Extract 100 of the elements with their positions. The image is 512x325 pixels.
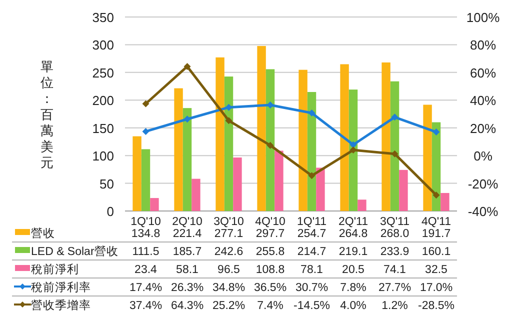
data-label: 108.8 bbox=[256, 264, 285, 276]
bar bbox=[216, 57, 224, 211]
point bbox=[350, 141, 357, 148]
point bbox=[142, 100, 150, 108]
data-label: 17.0% bbox=[420, 282, 453, 294]
x-tick-label: 4Q'11 bbox=[422, 216, 451, 228]
data-label: 277.1 bbox=[214, 228, 244, 240]
data-label: 23.4 bbox=[134, 264, 158, 276]
point bbox=[391, 114, 398, 121]
bar bbox=[233, 158, 242, 211]
bar bbox=[141, 149, 150, 211]
y2-tick-label: 0% bbox=[474, 148, 493, 164]
data-label: -28.5% bbox=[418, 300, 454, 312]
bar bbox=[340, 64, 349, 211]
x-tick-label: 1Q'11 bbox=[297, 216, 326, 228]
x-tick-label: 3Q'10 bbox=[214, 216, 244, 228]
y-axis-title: 單位：百萬美元 bbox=[40, 59, 54, 170]
y-tick-label: 0 bbox=[106, 204, 114, 219]
data-label: 221.4 bbox=[172, 228, 202, 240]
point bbox=[184, 62, 191, 70]
bar bbox=[440, 192, 450, 211]
bar bbox=[298, 70, 308, 211]
data-label: 7.4% bbox=[257, 300, 284, 312]
y-tick-label: 200 bbox=[92, 93, 114, 108]
y-tick-label: 300 bbox=[92, 38, 114, 53]
legend-label: 營收 bbox=[31, 227, 55, 240]
data-label: 17.4% bbox=[129, 282, 162, 294]
bar bbox=[399, 170, 408, 211]
y-tick-label: 50 bbox=[100, 176, 114, 192]
data-label: 96.5 bbox=[218, 264, 240, 276]
data-label: 58.1 bbox=[176, 264, 198, 276]
legend-label: 稅前淨利 bbox=[31, 263, 79, 276]
bar bbox=[307, 92, 316, 211]
bar bbox=[192, 178, 200, 211]
data-label: 268.0 bbox=[380, 228, 410, 240]
data-label: 214.7 bbox=[297, 246, 326, 258]
data-label: 219.1 bbox=[338, 246, 368, 258]
y2-tick-label: 40% bbox=[470, 93, 496, 108]
y-tick-label: 100 bbox=[92, 148, 114, 164]
y-tick-label: 250 bbox=[92, 65, 114, 80]
bar bbox=[432, 122, 441, 211]
data-label: 27.7% bbox=[378, 282, 412, 294]
legend-label: LED & Solar營收 bbox=[31, 245, 118, 258]
y-tick-label: 150 bbox=[92, 120, 114, 136]
bar bbox=[358, 200, 366, 211]
data-label: 7.8% bbox=[340, 282, 366, 294]
bar bbox=[150, 198, 159, 211]
data-label: 74.1 bbox=[384, 264, 406, 276]
data-label: 34.8% bbox=[212, 282, 246, 294]
data-label: 25.2% bbox=[212, 300, 246, 312]
x-tick-label: 3Q'11 bbox=[380, 216, 410, 228]
x-tick-label: 4Q'10 bbox=[255, 216, 286, 228]
bar bbox=[266, 69, 275, 211]
point bbox=[391, 150, 398, 158]
x-tick-label: 2Q'11 bbox=[338, 216, 368, 228]
data-label: 64.3% bbox=[170, 300, 204, 312]
point bbox=[308, 172, 316, 180]
bar bbox=[423, 104, 432, 211]
data-label: 36.5% bbox=[254, 282, 287, 294]
y2-tick-label: 80% bbox=[470, 38, 496, 53]
y2-tick-label: 60% bbox=[470, 65, 496, 80]
data-label: 254.7 bbox=[297, 228, 326, 240]
data-label: 30.7% bbox=[295, 282, 328, 294]
data-label: 160.1 bbox=[422, 246, 451, 258]
y2-tick-label: 20% bbox=[470, 120, 496, 136]
point bbox=[432, 192, 440, 199]
point bbox=[266, 142, 274, 149]
data-label: 191.7 bbox=[422, 228, 451, 240]
bar bbox=[316, 168, 325, 211]
data-label: 4.0% bbox=[340, 300, 366, 312]
y-tick-label: 350 bbox=[92, 10, 114, 25]
point bbox=[142, 128, 150, 135]
point bbox=[350, 146, 357, 154]
y2-tick-label: 100% bbox=[466, 10, 500, 25]
data-label: 78.1 bbox=[300, 264, 323, 276]
bar bbox=[390, 81, 400, 211]
legend-label: 稅前淨利率 bbox=[31, 280, 91, 294]
x-tick-label: 1Q'10 bbox=[130, 216, 161, 228]
data-label: 26.3% bbox=[170, 282, 204, 294]
bar bbox=[182, 108, 192, 211]
data-label: 255.8 bbox=[256, 246, 285, 258]
y2-tick-label: -20% bbox=[468, 176, 499, 192]
data-label: 185.7 bbox=[172, 246, 202, 258]
data-label: 32.5 bbox=[425, 264, 448, 276]
data-label: 111.5 bbox=[132, 246, 160, 258]
y2-tick-label: -40% bbox=[468, 204, 499, 219]
point bbox=[266, 101, 274, 108]
bar bbox=[132, 136, 142, 211]
data-label: 297.7 bbox=[256, 228, 285, 240]
data-label: 233.9 bbox=[380, 246, 410, 258]
bar bbox=[224, 76, 234, 211]
data-label: 37.4% bbox=[129, 300, 162, 312]
data-label: 20.5 bbox=[342, 264, 364, 276]
point bbox=[184, 116, 191, 123]
bar bbox=[348, 90, 358, 211]
data-label: 1.2% bbox=[382, 300, 408, 312]
data-label: 242.6 bbox=[214, 246, 244, 258]
bar bbox=[257, 46, 266, 211]
data-label: 134.8 bbox=[131, 228, 160, 240]
bar bbox=[274, 150, 284, 211]
